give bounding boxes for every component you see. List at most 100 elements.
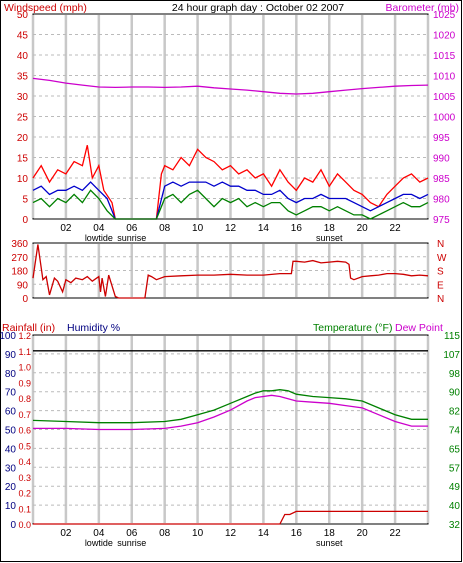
y-tick-label: 1020 — [433, 31, 456, 42]
humidity-label: Humidity % — [67, 322, 120, 334]
y-tick-label: E — [437, 280, 444, 291]
x-tick-label: 08 — [159, 528, 171, 539]
rain-tick-label: 0.4 — [18, 457, 31, 467]
barometer-label: Barometer (mb) — [385, 2, 459, 14]
x-tick-label: 22 — [390, 528, 402, 539]
rain-tick-label: 0.8 — [18, 394, 31, 404]
x-tick-label: 16 — [291, 223, 303, 234]
rain-tick-label: 0.0 — [18, 520, 31, 530]
y-tick-label: 270 — [11, 253, 28, 264]
gust-line — [32, 145, 429, 220]
x-tick-label: 12 — [225, 528, 237, 539]
dewpoint-label: Dew Point — [395, 322, 443, 334]
panel3-humidity-axis: 0 10 20 30 40 50 60 70 80 90 100 — [0, 331, 16, 531]
temperature-label: Temperature (°F) — [313, 322, 392, 334]
y-tick-label: 90 — [5, 350, 17, 361]
rain-tick-label: 0.7 — [18, 410, 31, 420]
y-tick-label: 50 — [5, 426, 17, 437]
y-tick-label: 1025 — [433, 10, 456, 21]
event-label-sunset: sunset — [316, 233, 343, 243]
y-tick-label: 0 — [22, 215, 28, 226]
y-tick-label: 74 — [449, 426, 461, 437]
panel1-x-axis: 02 04 06 08 10 12 14 16 18 20 22 lowtide sunrise suns… — [60, 223, 401, 243]
y-tick-label: 0 — [10, 520, 16, 531]
event-label-sunrise: sunrise — [117, 538, 146, 548]
y-tick-label: 1010 — [433, 72, 456, 83]
panel1-left-axis: 0 5 10 15 20 25 30 35 40 45 50 — [17, 10, 29, 226]
y-tick-label: 20 — [5, 482, 17, 493]
dew-line — [33, 394, 428, 431]
y-tick-label: 40 — [17, 51, 29, 62]
y-tick-label: 45 — [17, 31, 29, 42]
x-tick-label: 12 — [225, 223, 237, 234]
rain-line — [33, 510, 428, 525]
y-tick-label: 990 — [433, 154, 450, 165]
x-tick-label: 04 — [93, 223, 105, 234]
y-tick-label: 10 — [17, 174, 29, 185]
y-tick-label: 32 — [449, 520, 461, 531]
y-tick-label: 15 — [17, 154, 29, 165]
y-tick-label: 60 — [5, 407, 17, 418]
y-tick-label: 1005 — [433, 92, 456, 103]
y-tick-label: 0 — [22, 294, 28, 305]
x-tick-label: 08 — [159, 223, 171, 234]
x-tick-label: 02 — [60, 223, 72, 234]
rain-tick-label: 0.6 — [18, 426, 31, 436]
rainfall-label: Rainfall (in) — [2, 322, 55, 334]
y-tick-label: 10 — [5, 501, 17, 512]
baro-line — [32, 77, 429, 95]
x-tick-label: 04 — [93, 528, 105, 539]
panel3-rain-axis: 0.0 0.1 0.2 0.3 0.4 0.5 0.6 0.7 0.8 0.9 1.0 1.1 1.2 — [18, 331, 31, 530]
temp-line — [32, 389, 428, 424]
x-tick-label: 02 — [60, 528, 72, 539]
y-tick-label: 57 — [449, 463, 461, 474]
y-tick-label: 20 — [17, 133, 29, 144]
y-tick-label: 80 — [5, 369, 17, 380]
windspeed-label: Windspeed (mph) — [4, 2, 87, 14]
y-tick-label: 180 — [11, 267, 28, 278]
y-tick-label: 40 — [5, 444, 17, 455]
event-label-lowtide: lowtide — [85, 233, 113, 243]
x-tick-label: 18 — [324, 223, 336, 234]
x-tick-label: 10 — [192, 223, 204, 234]
event-label-lowtide: lowtide — [85, 538, 113, 548]
x-tick-label: 22 — [390, 223, 402, 234]
y-tick-label: 30 — [5, 463, 17, 474]
y-tick-label: 90 — [449, 388, 461, 399]
wind_green-line — [32, 189, 429, 220]
y-tick-label: 40 — [449, 501, 461, 512]
y-tick-label: 25 — [17, 113, 29, 124]
x-tick-label: 20 — [357, 223, 369, 234]
y-tick-label: 30 — [17, 92, 29, 103]
rain-tick-label: 1.0 — [18, 363, 31, 373]
y-tick-label: 82 — [449, 407, 461, 418]
panel1-series — [32, 77, 429, 220]
x-tick-label: 18 — [324, 528, 336, 539]
y-tick-label: 50 — [17, 10, 29, 21]
y-tick-label: 995 — [433, 133, 450, 144]
panel3-temp-axis: 32 40 49 57 65 74 82 90 98 107 115 — [443, 331, 460, 531]
rain-tick-label: 0.9 — [18, 378, 31, 388]
x-tick-label: 14 — [258, 223, 270, 234]
graph-title: 24 hour graph day : October 02 2007 — [172, 2, 344, 14]
y-tick-label: W — [437, 253, 447, 264]
panel3-series — [32, 350, 428, 525]
x-tick-label: 06 — [126, 223, 138, 234]
rain-tick-label: 0.2 — [18, 489, 31, 499]
y-tick-label: 1000 — [433, 113, 456, 124]
y-tick-label: 360 — [11, 239, 28, 250]
panel3-x-axis: 02 04 06 08 10 12 14 16 18 20 22 lowtide sunrise suns… — [60, 528, 401, 548]
y-tick-label: 980 — [433, 195, 450, 206]
y-tick-label: N — [437, 239, 444, 250]
y-tick-label: 985 — [433, 174, 450, 185]
rain-tick-label: 0.1 — [18, 504, 31, 514]
x-tick-label: 10 — [192, 528, 204, 539]
y-tick-label: 65 — [449, 444, 461, 455]
x-tick-label: 06 — [126, 528, 138, 539]
rain-tick-label: 0.5 — [18, 441, 31, 451]
